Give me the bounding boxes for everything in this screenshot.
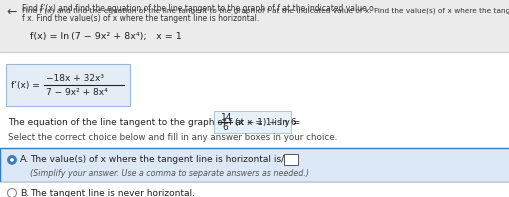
- Text: 7 − 9x² + 8x⁴: 7 − 9x² + 8x⁴: [46, 87, 107, 97]
- FancyBboxPatch shape: [0, 52, 509, 197]
- Text: 14: 14: [220, 112, 232, 122]
- Text: Select the correct choice below and fill in any answer boxes in your choice.: Select the correct choice below and fill…: [8, 134, 336, 142]
- FancyBboxPatch shape: [0, 0, 509, 52]
- Text: The tangent line is never horizontal.: The tangent line is never horizontal.: [30, 189, 194, 197]
- FancyBboxPatch shape: [0, 182, 509, 197]
- Circle shape: [8, 155, 16, 164]
- Text: Find f’(x) and find the equation of the line tangent to the graph of f at the in: Find f’(x) and find the equation of the …: [22, 7, 509, 14]
- Circle shape: [8, 189, 16, 197]
- Circle shape: [10, 158, 14, 162]
- Text: B.: B.: [20, 189, 30, 197]
- FancyBboxPatch shape: [214, 111, 291, 133]
- FancyBboxPatch shape: [0, 148, 509, 182]
- Text: ←: ←: [6, 6, 16, 19]
- Text: A.: A.: [20, 155, 30, 164]
- Text: f(x) = ln (7 − 9x² + 8x⁴); x = 1: f(x) = ln (7 − 9x² + 8x⁴); x = 1: [30, 32, 181, 41]
- Text: f’(x) =: f’(x) =: [11, 81, 40, 89]
- Text: −18x + 32x³: −18x + 32x³: [46, 73, 104, 83]
- Text: (x − 1) + ln 6: (x − 1) + ln 6: [235, 117, 296, 126]
- Text: Find f’(x) and find the equation of the line tangent to the graph of f at the in: Find f’(x) and find the equation of the …: [22, 4, 373, 12]
- Text: The value(s) of x where the tangent line is horizontal is/are: The value(s) of x where the tangent line…: [30, 155, 298, 164]
- Text: f x. Find the value(s) of x where the tangent line is horizontal.: f x. Find the value(s) of x where the ta…: [22, 14, 259, 22]
- Text: 6: 6: [221, 124, 228, 133]
- Text: The equation of the line tangent to the graph of f at x = 1 is y =: The equation of the line tangent to the …: [8, 117, 300, 126]
- FancyBboxPatch shape: [6, 64, 130, 106]
- FancyBboxPatch shape: [284, 154, 298, 165]
- Text: (Simplify your answer. Use a comma to separate answers as needed.): (Simplify your answer. Use a comma to se…: [30, 169, 308, 178]
